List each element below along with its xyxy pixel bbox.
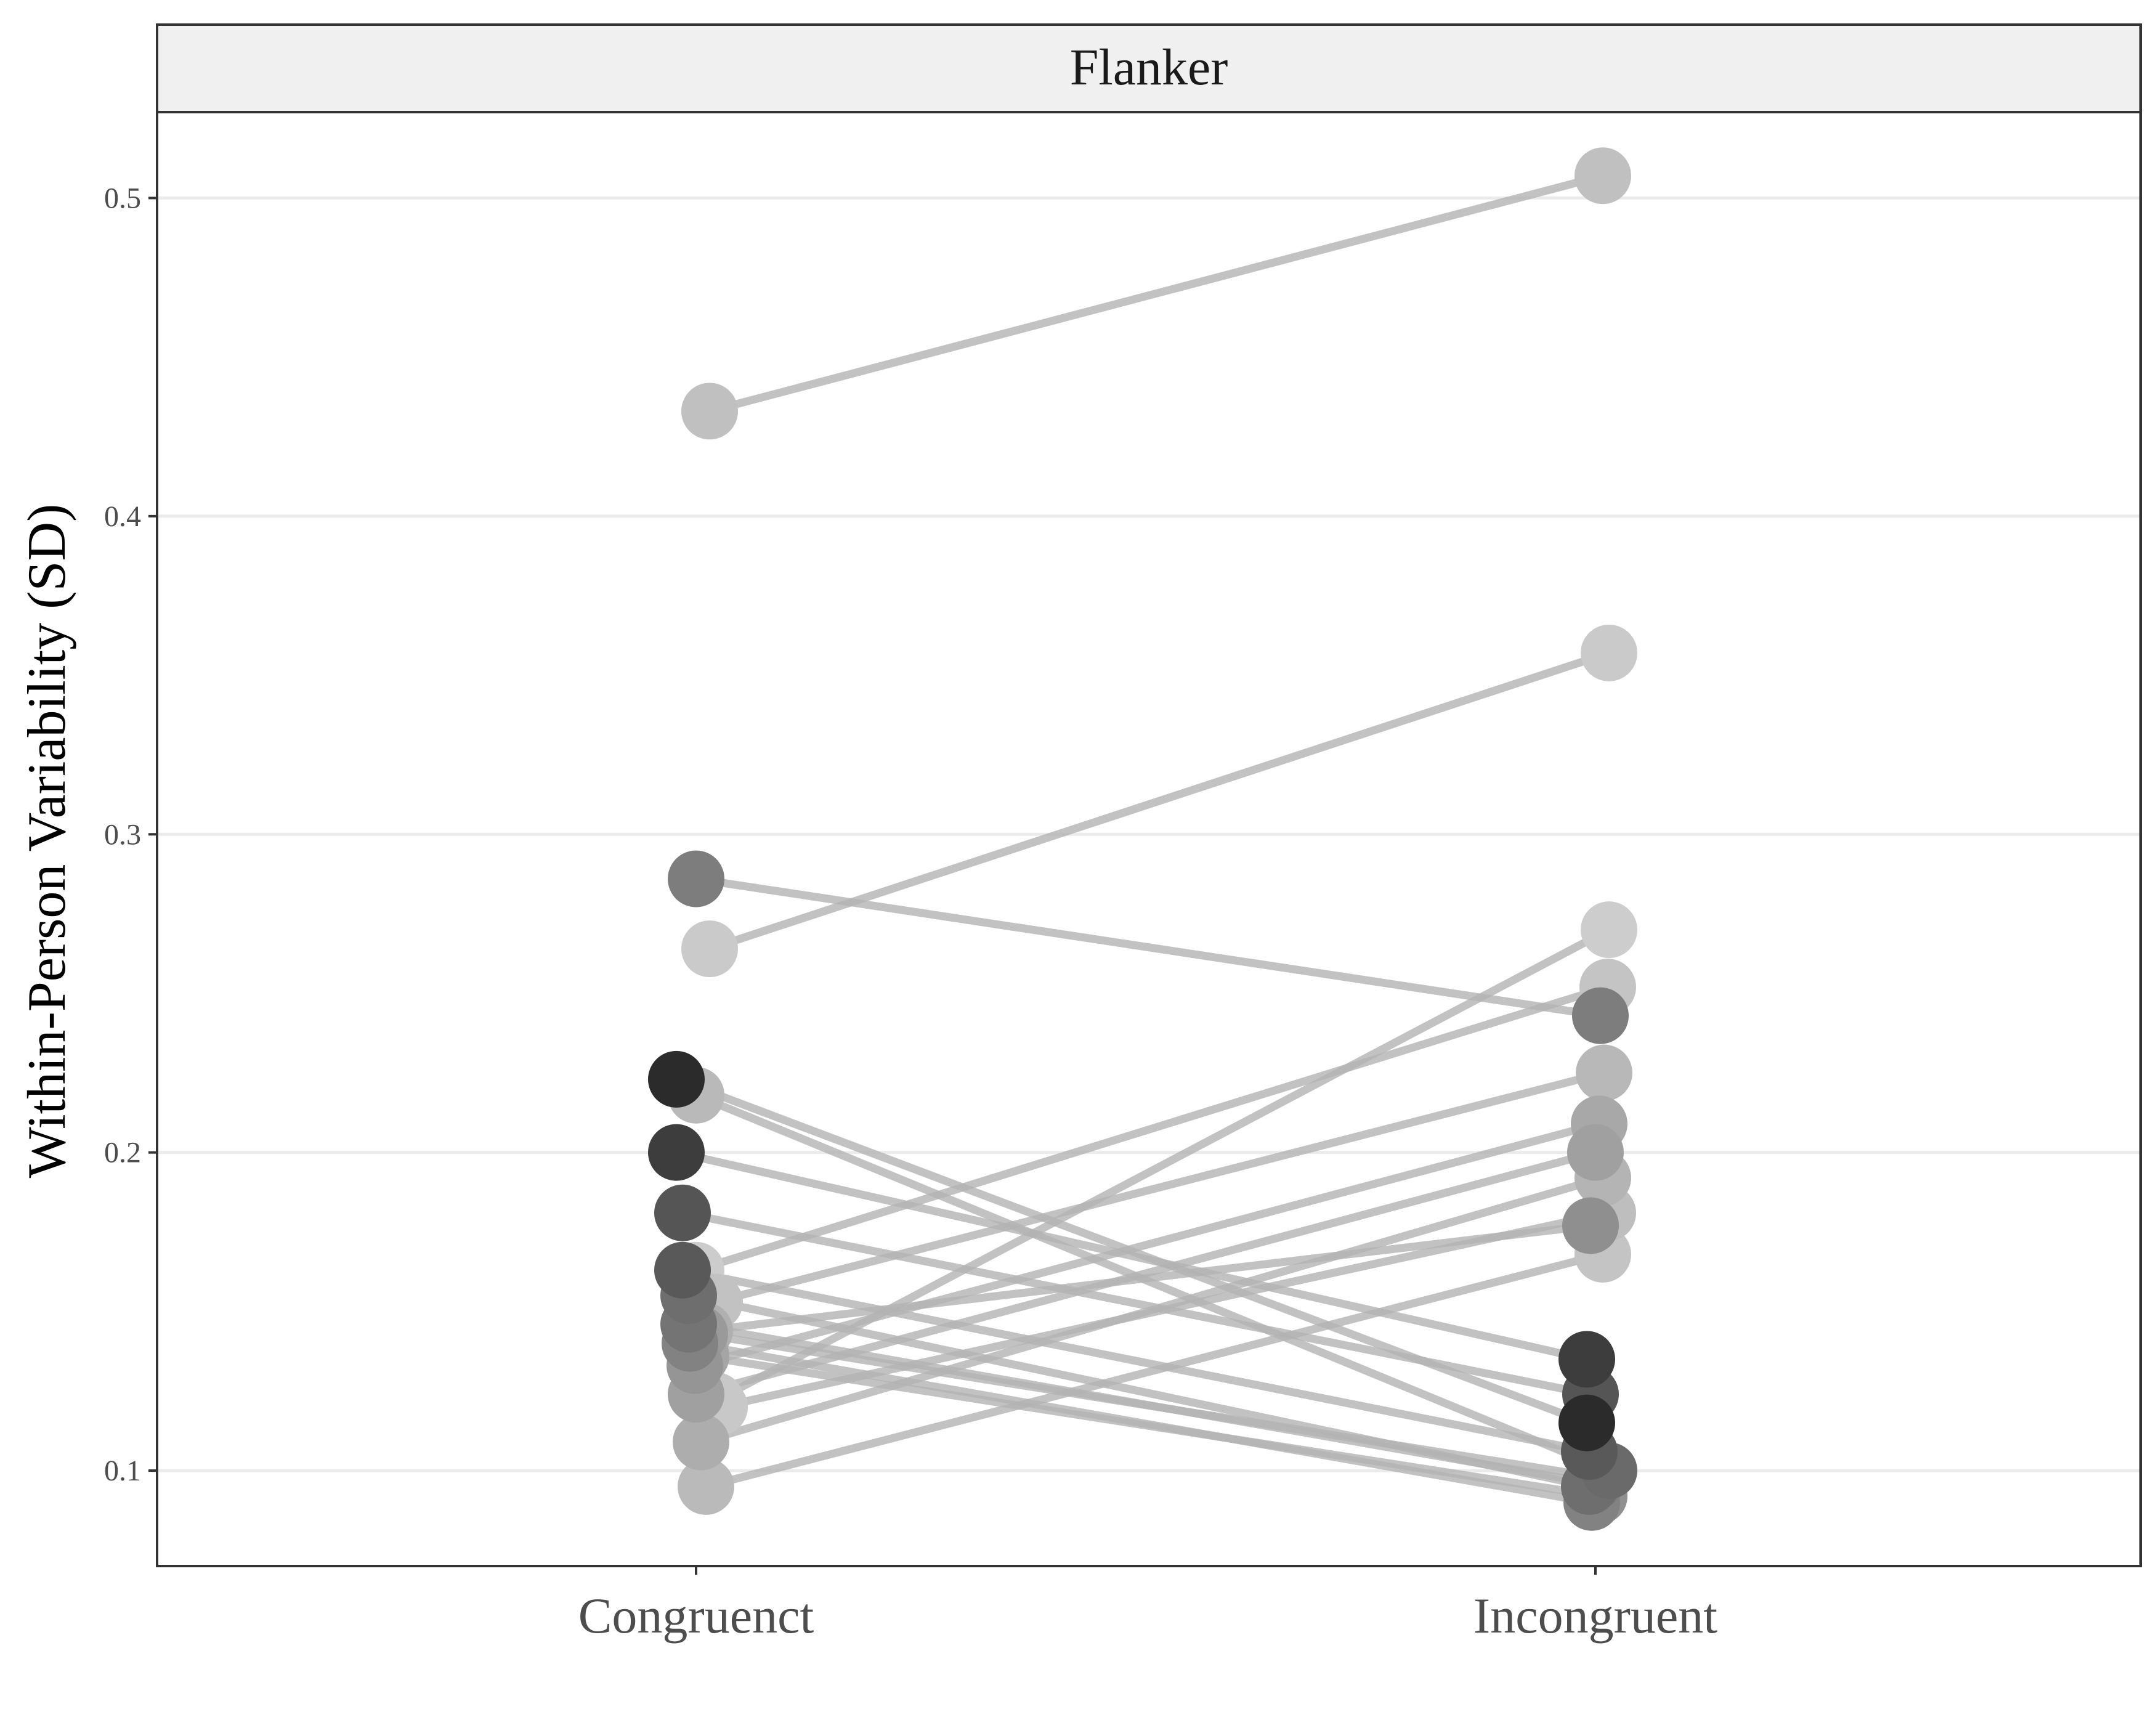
subject-line <box>678 1209 1595 1398</box>
data-point <box>681 383 738 440</box>
panel-title: Flanker <box>1070 39 1228 96</box>
plot-panel-border <box>156 111 2142 1567</box>
y-tick-label: 0.1 <box>104 1455 141 1487</box>
y-tick-label: 0.3 <box>104 818 141 851</box>
subject-line <box>672 1148 1591 1363</box>
subject-line <box>705 171 1607 415</box>
data-point <box>673 1413 729 1471</box>
y-axis-title: Within-Person Variability (SD) <box>17 504 77 1179</box>
subject-line <box>715 1209 1612 1411</box>
subject-line <box>695 1329 1600 1481</box>
data-point <box>1574 147 1631 205</box>
data-point <box>1558 1331 1615 1388</box>
subject-lines <box>672 171 1613 1507</box>
data-point <box>648 1050 705 1108</box>
data-point <box>1581 624 1637 681</box>
x-axis: Congruenct Incongruent <box>578 1566 1717 1644</box>
x-tick-label: Incongruent <box>1473 1588 1717 1644</box>
subject-line <box>678 1266 1594 1456</box>
data-point <box>654 1241 711 1299</box>
strip-background <box>156 23 2142 113</box>
subject-line <box>692 983 1612 1275</box>
data-point <box>668 850 724 907</box>
data-point <box>678 1458 734 1515</box>
data-point <box>654 1184 711 1241</box>
gridlines <box>157 196 2141 1472</box>
subject-line <box>692 1091 1613 1475</box>
y-tick-label: 0.2 <box>104 1137 141 1169</box>
data-point <box>681 920 738 978</box>
data-point <box>1581 901 1637 959</box>
subject-line <box>691 1119 1603 1370</box>
data-point <box>1572 987 1629 1044</box>
data-point <box>1558 1394 1615 1451</box>
data-point <box>1567 1124 1624 1181</box>
subject-line <box>700 1221 1595 1335</box>
data-point <box>1562 1197 1619 1254</box>
subject-line <box>697 1352 1603 1500</box>
y-tick-label: 0.5 <box>104 182 141 214</box>
data-point <box>648 1124 705 1181</box>
subject-points <box>648 147 1637 1531</box>
y-tick-label: 0.4 <box>104 500 141 533</box>
x-tick-label: Congruenct <box>578 1588 814 1644</box>
data-point <box>1576 1044 1632 1102</box>
plot-panel <box>157 112 2141 1566</box>
subject-line <box>692 875 1605 1020</box>
subject-line <box>702 1250 1607 1491</box>
subject-line <box>710 1069 1608 1306</box>
y-axis: 0.1 0.2 0.3 0.4 0.5 <box>104 182 157 1487</box>
